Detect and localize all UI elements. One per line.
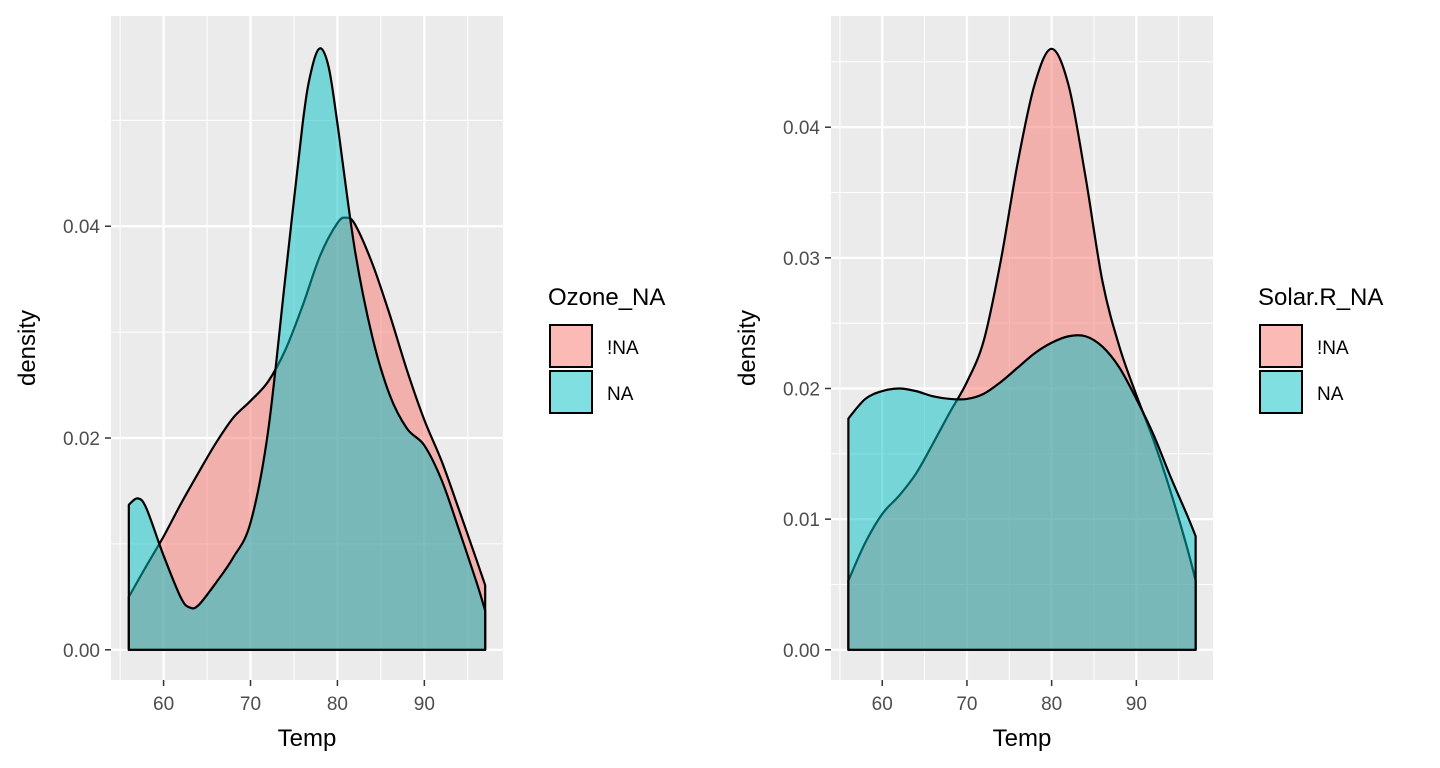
chart-panel-ozone: 60 70 80 90 0.00 0.02 0.04 Temp density Ozone_NA!…	[14, 16, 665, 752]
x-axis-label: Temp	[993, 725, 1052, 752]
y-axis-label: density	[734, 310, 761, 386]
y-tick-label: 0.04	[783, 118, 820, 139]
y-tick-label: 0.01	[783, 510, 820, 531]
x-axis-label: Temp	[278, 725, 337, 752]
legend-label: !NA	[1317, 338, 1349, 359]
legend-label: NA	[1317, 384, 1344, 405]
x-tick-label: 70	[240, 694, 261, 715]
y-tick-label: 0.00	[63, 641, 100, 662]
legend-key	[1259, 324, 1303, 368]
x-tick-label: 70	[956, 694, 977, 715]
legend-label: !NA	[607, 338, 639, 359]
legend-label: NA	[607, 384, 634, 405]
chart-panel-solar: 60 70 80 90 0.00 0.01 0.02 0.03 0.04 Temp density S…	[734, 16, 1383, 752]
density-area-na	[127, 47, 487, 651]
y-axis-label: density	[14, 310, 41, 386]
y-tick-label: 0.00	[783, 641, 820, 662]
legend-key	[1259, 370, 1303, 414]
legend-title: Ozone_NA	[548, 284, 665, 311]
y-tick-label: 0.03	[783, 249, 820, 270]
legend-key	[549, 370, 593, 414]
y-tick-label: 0.04	[63, 217, 100, 238]
x-tick-label: 80	[1041, 694, 1062, 715]
x-tick-label: 60	[153, 694, 174, 715]
y-tick-label: 0.02	[783, 380, 820, 401]
y-tick-label: 0.02	[63, 429, 100, 450]
axes: 60 70 80 90 0.00 0.01 0.02 0.03 0.04 Temp density	[734, 118, 1147, 752]
density-area-na	[847, 334, 1197, 651]
x-tick-label: 80	[327, 694, 348, 715]
legend: Ozone_NA !NA NA	[548, 284, 665, 414]
axes: 60 70 80 90 0.00 0.02 0.04 Temp density	[14, 217, 435, 752]
x-tick-label: 60	[872, 694, 893, 715]
legend-title: Solar.R_NA	[1258, 284, 1383, 311]
legend: Solar.R_NA !NA NA	[1258, 284, 1383, 414]
x-tick-label: 90	[1126, 694, 1147, 715]
x-tick-label: 90	[414, 694, 435, 715]
density-areas	[127, 47, 487, 651]
legend-key	[549, 324, 593, 368]
density-areas	[847, 47, 1197, 651]
